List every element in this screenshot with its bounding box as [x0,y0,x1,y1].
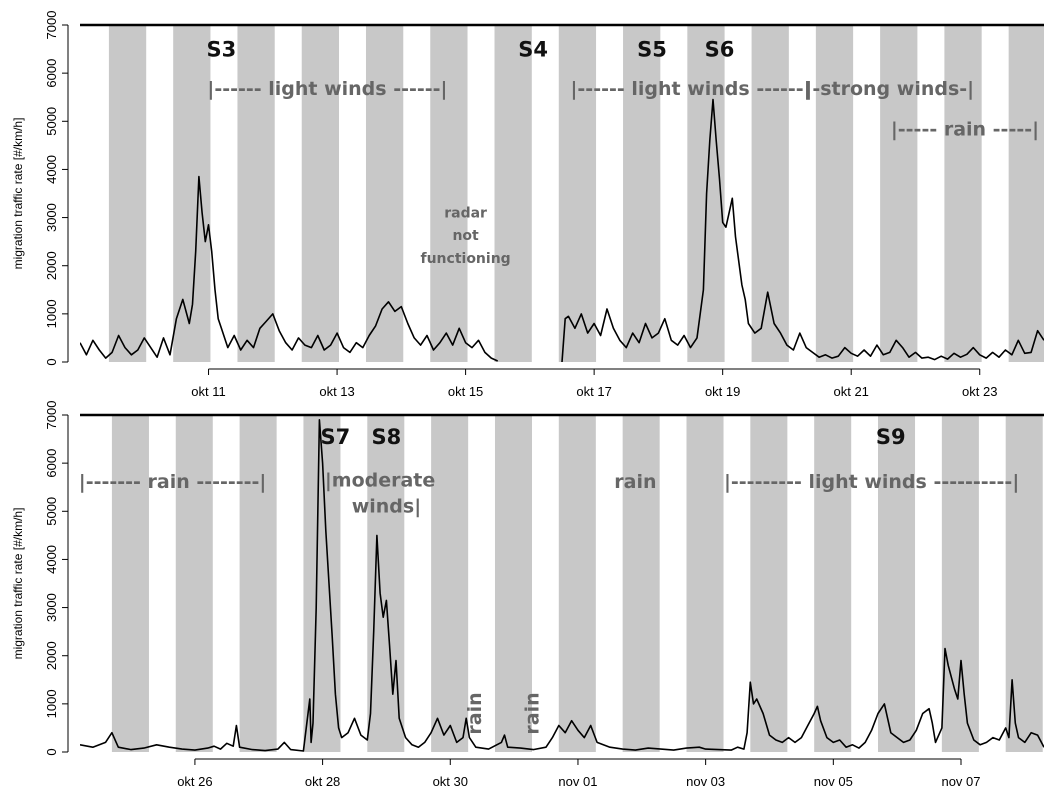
y-tick-label: 0 [44,358,59,365]
period-label: S8 [372,425,402,449]
period-label: S9 [876,425,906,449]
night-band [111,415,149,752]
annotation: |------ light winds ------| [207,78,447,100]
night-band [558,415,596,752]
night-band [880,25,918,362]
night-band [623,25,661,362]
night-band [108,25,147,362]
night-band [365,25,404,362]
night-band [431,415,469,752]
y-tick-label: 2000 [44,251,59,280]
x-tick-label: okt 26 [177,774,212,787]
x-tick-label: okt 23 [962,384,997,399]
x-tick-label: okt 13 [319,384,354,399]
top-panel: 0 1000 2000 3000 4000 5000 6000 7000 migration t… [11,11,1044,399]
y-tick-label: 5000 [44,497,59,526]
period-label: S6 [705,37,735,61]
night-band [558,25,597,362]
migration-rate-line [80,175,499,362]
night-band [814,415,852,752]
annotation: |--------- light winds ----------| [724,471,1019,493]
x-tick-label: okt 11 [191,384,225,399]
night-bands [111,415,1043,752]
night-band [175,415,213,752]
night-band [622,415,660,752]
y-tick-label: 5000 [44,107,59,136]
y-tick-label: 1000 [44,299,59,328]
annotation: rain [614,471,656,493]
period-label: S3 [207,37,237,61]
annotation: not [452,228,479,244]
annotation: |------ light winds ------| [570,78,810,100]
y-tick-label: 4000 [44,155,59,184]
data-lines [80,98,1044,362]
x-tick-label: okt 15 [448,384,483,399]
y-tick-label: 6000 [44,449,59,478]
annotation: |------- rain --------| [79,471,267,493]
y-tick-label: 2000 [44,641,59,670]
night-bands [108,25,1044,362]
night-band [750,415,788,752]
y-tick-label: 4000 [44,545,59,574]
bottom-panel: 0 1000 2000 3000 4000 5000 6000 7000 migration t… [11,401,1044,787]
night-band [494,25,532,362]
annotation: |----- rain -----| [891,119,1039,141]
night-band [239,415,277,752]
annotation: |moderate [325,469,435,491]
x-tick-label: nov 05 [814,774,853,787]
night-band [237,25,275,362]
annotation: winds| [352,496,421,518]
annotation-rotated: rain [521,692,543,734]
y-axis-label: migration traffic rate [#/km/h] [11,118,25,270]
x-tick-label: okt 19 [705,384,740,399]
x-tick-label: okt 30 [433,774,468,787]
y-tick-label: 1000 [44,689,59,718]
night-band [301,25,339,362]
y-axis-label: migration traffic rate [#/km/h] [11,508,25,660]
period-label: S4 [518,37,548,61]
night-band [686,415,724,752]
night-band [878,415,916,752]
x-tick-label: nov 03 [686,774,725,787]
period-label: S5 [637,37,667,61]
y-tick-label: 6000 [44,59,59,88]
night-band [751,25,789,362]
annotation: functioning [421,251,511,267]
night-band [303,415,341,752]
night-band [1008,25,1044,362]
x-tick-label: nov 01 [558,774,597,787]
night-band [430,25,468,362]
y-tick-label: 0 [44,748,59,755]
night-band [941,415,979,752]
x-tick-label: okt 28 [305,774,340,787]
y-tick-label: 7000 [44,11,59,40]
x-tick-label: okt 17 [576,384,611,399]
y-tick-label: 3000 [44,593,59,622]
y-tick-label: 7000 [44,401,59,430]
night-band [494,415,532,752]
period-label: S7 [320,425,350,449]
annotation: radar [444,206,487,222]
y-tick-label: 3000 [44,203,59,232]
x-tick-label: okt 21 [833,384,868,399]
migration-rate-line [80,419,1044,752]
night-band [815,25,854,362]
annotation: |-strong winds-| [805,78,974,100]
night-band [944,25,982,362]
data-lines [80,419,1044,752]
x-tick-label: nov 07 [941,774,980,787]
migration-rate-line [561,98,1044,362]
annotation-rotated: rain [464,692,486,734]
